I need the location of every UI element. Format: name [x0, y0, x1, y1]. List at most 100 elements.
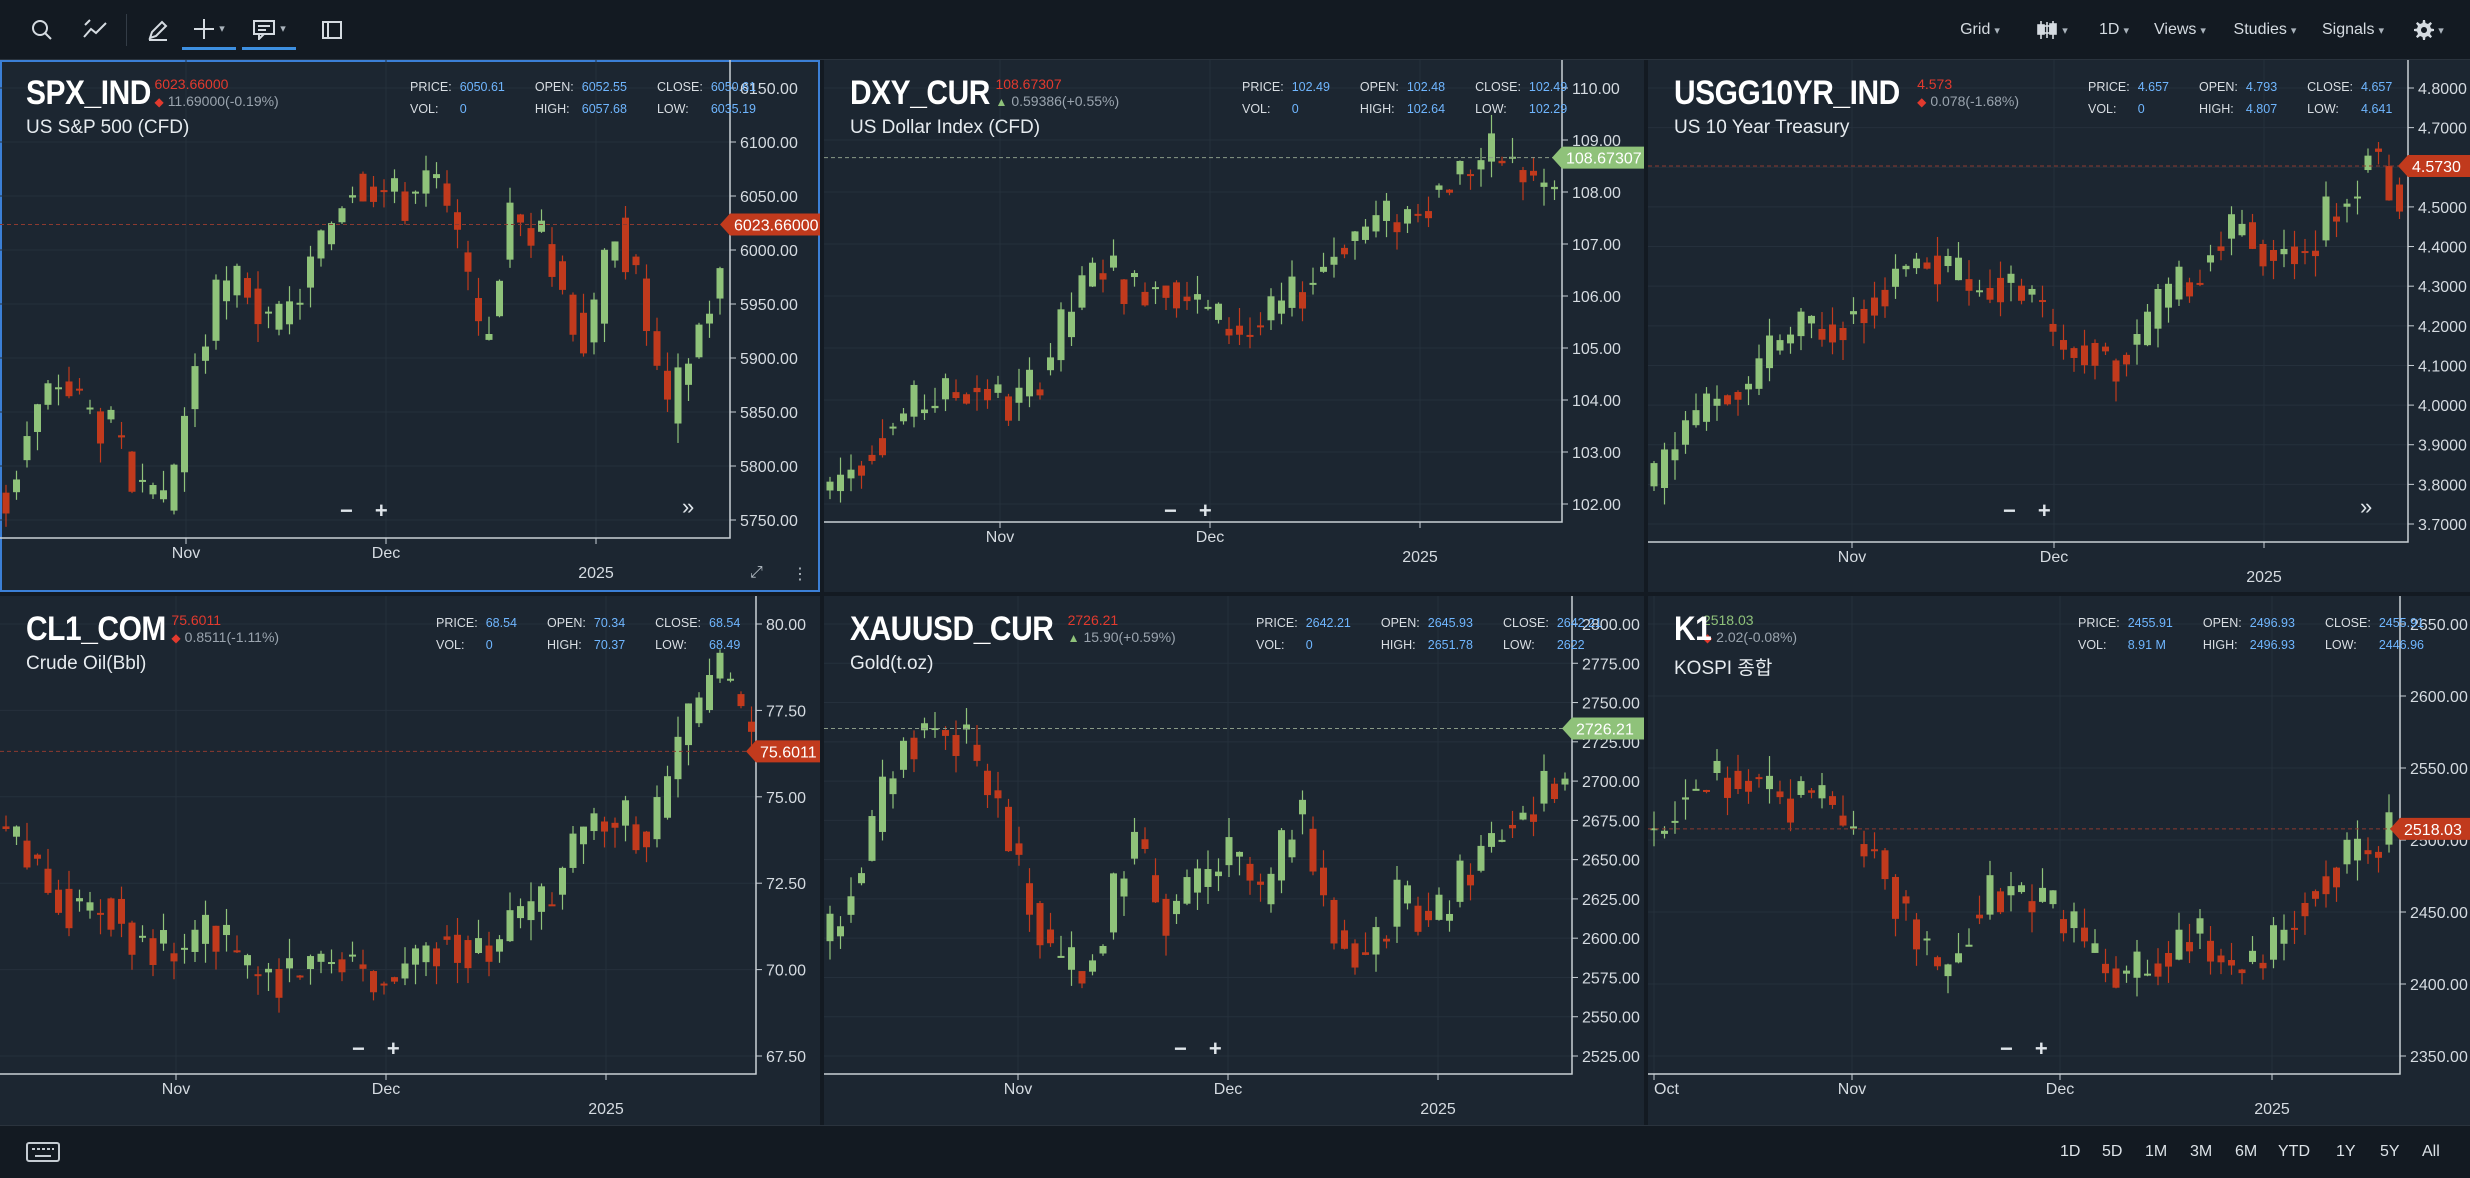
- candle-body: [1540, 770, 1548, 804]
- zoom-in-button[interactable]: +: [2037, 498, 2051, 523]
- zoom-out-button[interactable]: −: [340, 498, 353, 523]
- more-options-icon[interactable]: ⋮: [792, 566, 808, 583]
- zoom-out-button[interactable]: −: [1174, 1036, 1187, 1061]
- candle-body: [2259, 244, 2267, 267]
- candle-body: [370, 186, 377, 202]
- crosshair-icon[interactable]: ▾: [182, 10, 236, 50]
- candle-body: [191, 929, 199, 952]
- quote-box: 4.573 ◆ 0.078(-1.68%): [1917, 76, 2019, 111]
- price-tag: [2390, 817, 2470, 840]
- ohlc-low-label: LOW:: [2324, 638, 2357, 652]
- candle-body: [2039, 887, 2046, 902]
- candle-body: [1068, 947, 1075, 970]
- candle-body: [1755, 358, 1763, 389]
- candle-body: [1026, 883, 1033, 915]
- candle-body: [1089, 262, 1096, 287]
- y-tick-label: 5950.00: [740, 297, 798, 314]
- ohlc-open-value: 4.793: [2245, 80, 2278, 94]
- range-button-5d[interactable]: 5D: [2102, 1143, 2123, 1160]
- candle-body: [1986, 287, 1994, 300]
- range-button-5y[interactable]: 5Y: [2380, 1143, 2400, 1160]
- zoom-out-button[interactable]: −: [2000, 1036, 2013, 1061]
- candle-body: [2175, 929, 2183, 960]
- zoom-out-button[interactable]: −: [352, 1036, 365, 1061]
- y-tick-label: 2550.00: [1582, 1010, 1640, 1027]
- zoom-in-button[interactable]: +: [1198, 498, 1212, 523]
- views-menu[interactable]: Views ▾: [2154, 21, 2206, 38]
- candlestick-chart[interactable]: 110.00 109.00 108.00 107.00 106.00 105.00 104.…: [824, 60, 1644, 592]
- candle-body: [952, 735, 960, 756]
- candlestick-chart[interactable]: 2650.002600.002550.002500.002450.002400.…: [1648, 596, 2470, 1125]
- candle-body: [2375, 148, 2382, 152]
- zoom-in-button[interactable]: +: [1208, 1036, 1222, 1061]
- candle-body: [1404, 885, 1411, 904]
- draw-pencil-icon[interactable]: [138, 10, 178, 50]
- range-button-1y[interactable]: 1Y: [2336, 1143, 2356, 1160]
- candle-body: [34, 404, 41, 432]
- candle-body: [2091, 342, 2099, 366]
- down-diamond-icon: ◆: [1917, 95, 1927, 109]
- search-icon[interactable]: [24, 10, 60, 50]
- chart-panel-k1[interactable]: 2650.00 2600.00 2550.00 2500.00 2450.00 2400.…: [1648, 596, 2470, 1125]
- candlestick-chart[interactable]: 2800.002775.002750.002725.002700.002675.…: [824, 596, 1644, 1125]
- candlestick-chart[interactable]: 4.80004.70004.60004.50004.40004.30004.20…: [1648, 60, 2470, 592]
- candlestick-chart[interactable]: 6150.00 6100.00 6050.00 6000.00 5950.00 5900.…: [0, 60, 820, 592]
- candle-body: [653, 331, 661, 366]
- candle-body: [139, 479, 146, 482]
- candle-body: [1944, 256, 1952, 267]
- candle-body: [1204, 869, 1212, 887]
- candle-body: [1015, 843, 1023, 855]
- gear-icon[interactable]: ▾: [2406, 10, 2450, 50]
- ohlc-open-label: OPEN:: [546, 616, 586, 630]
- candlestick-icon[interactable]: ▾: [2028, 10, 2076, 50]
- candle-body: [973, 387, 981, 393]
- candle-body: [86, 407, 94, 410]
- candlestick-chart[interactable]: 80.00 77.50 75.00 72.50 70.00 67.50 Nov Dec 2025…: [0, 596, 820, 1125]
- zoom-out-button[interactable]: −: [1164, 498, 1177, 523]
- chart-panel-cl1-com[interactable]: 80.00 77.50 75.00 72.50 70.00 67.50 Nov Dec 2025…: [0, 596, 820, 1125]
- candle-body: [2364, 850, 2372, 855]
- zoom-controls: − +: [1174, 1036, 1222, 1062]
- zoom-in-button[interactable]: +: [2034, 1036, 2048, 1061]
- candle-body: [170, 464, 178, 511]
- interval-menu[interactable]: 1D ▾: [2099, 21, 2129, 38]
- keyboard-icon[interactable]: [26, 1142, 60, 1162]
- range-button-all[interactable]: All: [2422, 1143, 2440, 1160]
- range-button-1m[interactable]: 1M: [2145, 1143, 2168, 1160]
- chart-panel-dxy-cur[interactable]: 110.00 109.00 108.00 107.00 106.00 105.00 104.…: [824, 60, 1644, 592]
- y-tick-label: 4.4000: [2418, 240, 2467, 257]
- trend-icon[interactable]: [76, 10, 116, 50]
- candle-body: [1850, 311, 1857, 315]
- signals-menu[interactable]: Signals ▾: [2321, 21, 2384, 38]
- chart-panel-xauusd-cur[interactable]: 2800.00 2775.00 2750.00 2725.00 2700.00 2675.…: [824, 596, 1644, 1125]
- zoom-in-button[interactable]: +: [374, 498, 388, 523]
- candle-body: [1965, 944, 1973, 947]
- ohlc-readout: PRICE: 4.657 OPEN: 4.793 CLOSE: 4.657 VOL: 0 HIG…: [2088, 76, 2414, 120]
- chart-panel-spx-ind[interactable]: 6150.00 6100.00 6050.00 6000.00 5950.00 5900.…: [0, 60, 820, 592]
- candle-body: [538, 220, 545, 232]
- candle-body: [107, 409, 115, 420]
- range-button-ytd[interactable]: YTD: [2278, 1143, 2310, 1160]
- range-button-6m[interactable]: 6M: [2235, 1143, 2258, 1160]
- scroll-to-latest-icon[interactable]: »: [2360, 494, 2373, 519]
- maximize-icon[interactable]: ⤢: [750, 564, 763, 581]
- ohlc-vol-value: 0: [1291, 102, 1299, 116]
- range-button-3m[interactable]: 3M: [2190, 1143, 2213, 1160]
- annotation-icon[interactable]: ▾: [242, 10, 296, 50]
- y-tick-label: 4.7000: [2418, 121, 2467, 138]
- studies-menu[interactable]: Studies ▾: [2233, 21, 2297, 38]
- scroll-to-latest-icon[interactable]: »: [682, 494, 695, 519]
- zoom-in-button[interactable]: +: [386, 1036, 400, 1061]
- candle-body: [1236, 851, 1243, 857]
- range-button-1d[interactable]: 1D: [2060, 1143, 2081, 1160]
- x-tick-label: 2025: [1420, 1101, 1456, 1118]
- last-price: 2726.21: [1067, 612, 1119, 628]
- chart-panel-usgg10yr-ind[interactable]: 4.80004.70004.60004.50004.40004.30004.20…: [1648, 60, 2470, 592]
- grid-menu[interactable]: Grid ▾: [1960, 21, 2000, 38]
- y-tick-label: 2675.00: [1582, 813, 1640, 830]
- candle-body: [2049, 323, 2057, 332]
- candle-body: [1734, 770, 1742, 790]
- candle-body: [973, 744, 981, 761]
- panel-layout-icon[interactable]: [314, 10, 350, 50]
- zoom-out-button[interactable]: −: [2003, 498, 2016, 523]
